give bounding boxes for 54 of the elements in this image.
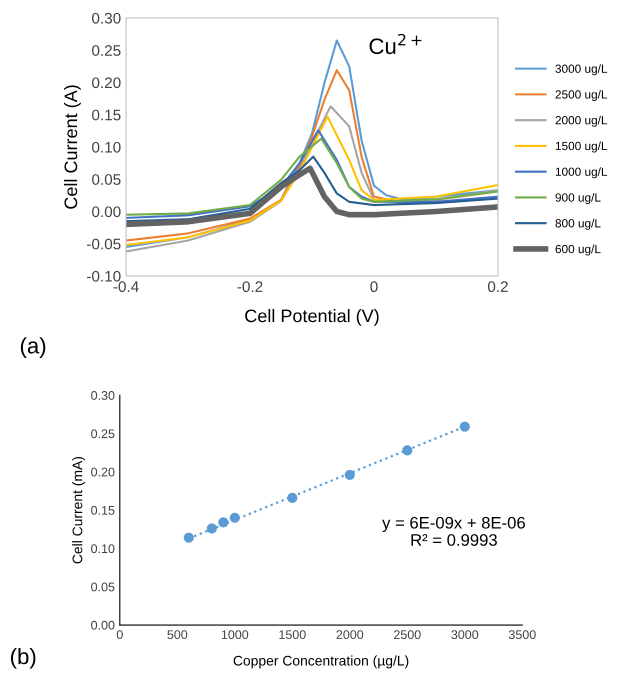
- point: [287, 492, 298, 503]
- y-tick-label: 0.15: [91, 506, 114, 515]
- annotation: Cu$^{2+}$: [370, 34, 422, 54]
- y-tick-label: -0.10: [87, 270, 121, 282]
- legend-label: 2000 ug/L: [556, 116, 608, 127]
- x-tick-label: 3000: [451, 630, 478, 640]
- x-tick-label: 500: [167, 630, 188, 640]
- point: [460, 422, 470, 432]
- y-axis-title: Cell Current (A): [64, 85, 81, 209]
- point: [230, 512, 240, 523]
- y-tick-label: 0.30: [92, 12, 121, 24]
- x-tick-label: 2000: [336, 630, 364, 640]
- legend-label: 900 ug/L: [556, 193, 601, 204]
- point: [206, 523, 217, 534]
- x-tick-label: 1000: [222, 630, 248, 640]
- y-axis-title: Cell Current (mA): [72, 456, 86, 564]
- x-tick-label: 0: [370, 281, 378, 292]
- x-tick-label: 1500: [279, 630, 306, 640]
- point: [218, 517, 228, 528]
- legend-label: 3000 ug/L: [555, 64, 608, 76]
- point: [402, 445, 412, 456]
- x-tick-label: 0: [116, 630, 123, 640]
- x-tick-label: -0.4: [114, 281, 139, 292]
- legend-label: 600 ug/L: [556, 244, 601, 256]
- legend-label: 800 ug/L: [555, 218, 601, 230]
- x-axis-title: Copper Concentration (µg/L): [234, 655, 408, 668]
- y-tick-label: 0.30: [91, 391, 114, 400]
- x-axis-title: Cell Potential (V): [245, 308, 379, 326]
- y-tick-label: 0.20: [91, 468, 114, 476]
- text: (a): [20, 337, 46, 358]
- y-tick-label: 0.15: [92, 110, 121, 120]
- y-tick-label: 0.00: [92, 206, 121, 218]
- x-tick-label: 3500: [508, 630, 536, 640]
- y-tick-label: 0.25: [91, 429, 114, 438]
- legend-label: 2500 ug/L: [556, 90, 608, 101]
- line-series: [126, 156, 498, 222]
- x-tick-label: 0.2: [488, 281, 508, 292]
- x-tick-label: -0.2: [238, 281, 262, 292]
- y-tick-label: 0.05: [92, 174, 121, 185]
- y-tick-label: 0.10: [91, 544, 114, 554]
- text: (b): [11, 648, 36, 669]
- y-tick-label: 0.05: [91, 582, 114, 592]
- y-tick-label: 0.00: [91, 620, 114, 630]
- legend-label: 1000 ug/L: [556, 167, 608, 178]
- x-tick-label: 2500: [394, 630, 421, 640]
- point: [184, 532, 194, 543]
- y-tick-label: 0.20: [92, 77, 121, 88]
- legend-label: 1500 ug/L: [556, 141, 608, 152]
- y-tick-label: 0.10: [92, 142, 121, 153]
- annotation: R² = 0.9993: [411, 534, 497, 546]
- point: [344, 470, 355, 480]
- y-tick-label: -0.05: [87, 238, 121, 250]
- annotation: y = 6E-09x + 8E-06: [382, 516, 525, 532]
- y-tick-label: 0.25: [92, 45, 121, 56]
